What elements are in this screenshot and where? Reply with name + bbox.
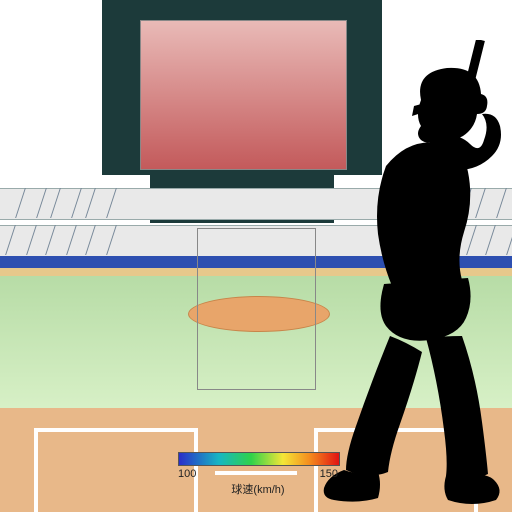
pitch-location-figure: 100 150 球速(km/h) [0,0,512,512]
batter-silhouette [286,40,512,510]
velocity-ticks: 100 150 [178,468,338,480]
velocity-tick-min: 100 [178,468,196,480]
velocity-title: 球速(km/h) [178,481,338,497]
velocity-legend: 100 150 球速(km/h) [178,452,338,497]
chalk-line [34,428,194,432]
velocity-colorbar [178,452,340,466]
velocity-tick-max: 150 [320,468,338,480]
chalk-line [34,428,38,512]
